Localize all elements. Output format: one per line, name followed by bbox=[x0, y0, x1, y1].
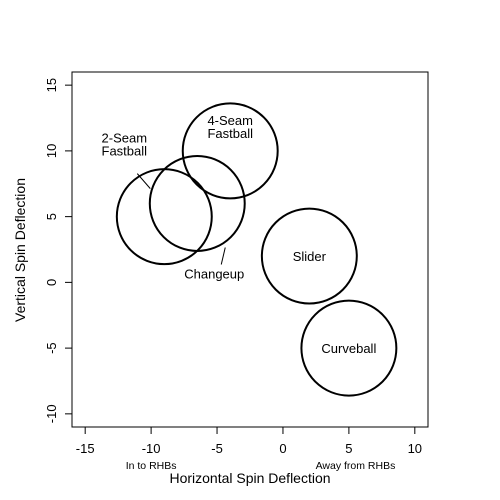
pitch-label: 2-Seam bbox=[102, 131, 148, 146]
x-tick-label: 10 bbox=[408, 441, 422, 456]
y-tick-label: -5 bbox=[44, 342, 59, 354]
pitch-label: Curveball bbox=[321, 341, 376, 356]
x-tick-label: -15 bbox=[76, 441, 95, 456]
pitch-label: 4-Seam bbox=[207, 113, 253, 128]
x-axis: -15 -10 -5 0 5 10 bbox=[76, 426, 422, 456]
label-leader-line bbox=[136, 173, 151, 189]
y-tick-label: 5 bbox=[44, 213, 59, 220]
y-axis: -10 -5 0 5 10 15 bbox=[44, 78, 73, 423]
x-tick-label: 0 bbox=[279, 441, 286, 456]
y-tick-label: 0 bbox=[44, 279, 59, 286]
label-leader-line bbox=[220, 247, 226, 265]
y-axis-label: Vertical Spin Deflection bbox=[12, 178, 28, 322]
x-tick-label: -10 bbox=[142, 441, 161, 456]
pitch-label: Fastball bbox=[207, 126, 253, 141]
pitch-circle bbox=[181, 102, 279, 200]
x-tick-label: -5 bbox=[211, 441, 223, 456]
pitch-label: Fastball bbox=[102, 144, 148, 159]
x-direction-annotation: Away from RHBs bbox=[316, 460, 396, 472]
pitch-circle bbox=[115, 168, 213, 266]
x-axis-label: Horizontal Spin Deflection bbox=[169, 470, 330, 486]
pitch-labels: 4-SeamFastball2-SeamFastballChangeupSlid… bbox=[102, 113, 377, 356]
x-direction-annotation: In to RHBs bbox=[126, 460, 177, 472]
y-tick-label: -10 bbox=[44, 404, 59, 423]
pitch-circles bbox=[115, 102, 398, 397]
pitch-label: Changeup bbox=[184, 266, 244, 281]
x-annotations: In to RHBs Away from RHBs bbox=[126, 460, 396, 472]
pitch-circle bbox=[260, 207, 358, 305]
y-tick-label: 15 bbox=[44, 78, 59, 92]
pitch-circle bbox=[148, 155, 246, 252]
pitch-label: Slider bbox=[293, 249, 327, 264]
pitch-circle bbox=[300, 299, 398, 397]
x-tick-label: 5 bbox=[345, 441, 352, 456]
y-tick-label: 10 bbox=[44, 144, 59, 158]
